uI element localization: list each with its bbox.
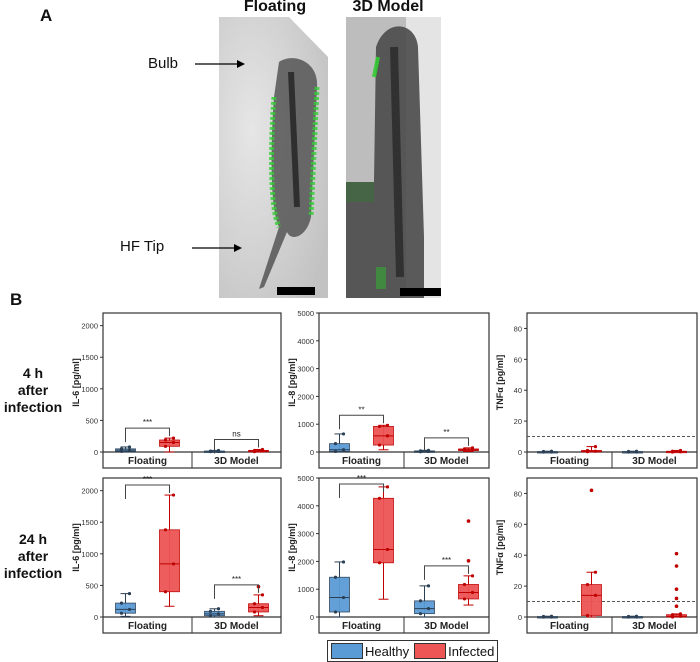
row-label-line: infection (3, 399, 63, 415)
svg-text:IL-6 [pg/ml]: IL-6 [pg/ml] (71, 358, 81, 407)
svg-text:0: 0 (518, 448, 522, 457)
svg-text:***: *** (143, 418, 152, 427)
svg-text:0: 0 (310, 448, 314, 457)
svg-text:**: ** (358, 405, 364, 414)
svg-text:5000: 5000 (297, 475, 314, 483)
legend-swatch-healthy (331, 643, 363, 659)
svg-text:3D Model: 3D Model (214, 621, 259, 632)
chart-tnfa-4h: 0 20 40 60 80 TNFα [pg/ml] Floating 3D Model (495, 312, 698, 469)
svg-text:Floating: Floating (550, 621, 589, 632)
row-label-line: after (17, 548, 49, 564)
arrow-icon (192, 244, 242, 252)
row-label-line: infection (3, 565, 63, 581)
svg-text:IL-6 [pg/ml]: IL-6 [pg/ml] (71, 523, 81, 572)
legend-label-infected: Infected (448, 643, 495, 659)
svg-text:1000: 1000 (81, 550, 98, 559)
svg-text:2000: 2000 (297, 557, 314, 566)
chart-il6-4h: 0 500 1000 1500 2000 IL-6 [pg/ml] Floating 3D M… (71, 312, 282, 469)
svg-text:20: 20 (514, 417, 522, 426)
svg-text:3D Model: 3D Model (632, 621, 677, 632)
panel-a-letter: A (40, 6, 53, 25)
svg-text:500: 500 (85, 416, 98, 425)
svg-text:5000: 5000 (297, 310, 314, 318)
legend-label-healthy: Healthy (365, 643, 410, 659)
svg-text:80: 80 (514, 324, 522, 333)
svg-text:***: *** (232, 575, 241, 584)
svg-text:0: 0 (94, 448, 98, 457)
svg-text:***: *** (442, 556, 451, 565)
row-label-line: 24 h (18, 531, 47, 547)
svg-text:40: 40 (514, 551, 522, 560)
svg-text:3D Model: 3D Model (424, 456, 469, 467)
chart-il8-24h: 0 1000 2000 3000 4000 5000 IL-8 [pg/ml] Floatin… (287, 475, 490, 634)
svg-text:Floating: Floating (128, 456, 167, 467)
arrow-icon (195, 60, 245, 68)
image-title-3d-model: 3D Model (352, 0, 424, 15)
svg-text:0: 0 (310, 613, 314, 622)
svg-text:Floating: Floating (342, 456, 381, 467)
svg-text:80: 80 (514, 489, 522, 498)
svg-text:Floating: Floating (342, 621, 381, 632)
svg-text:TNFα [pg/ml]: TNFα [pg/ml] (495, 355, 505, 411)
svg-text:3000: 3000 (297, 530, 314, 539)
chart-il6-24h: 0 500 1000 1500 2000 IL-6 [pg/ml] Floating 3D M… (71, 475, 282, 634)
svg-text:Floating: Floating (550, 456, 589, 467)
svg-text:***: *** (357, 475, 366, 483)
row-label-line: 4 h (22, 365, 44, 381)
svg-text:500: 500 (85, 581, 98, 590)
svg-text:TNFα [pg/ml]: TNFα [pg/ml] (495, 520, 505, 576)
annotation-bulb-label: Bulb (148, 55, 179, 72)
svg-text:1000: 1000 (81, 385, 98, 394)
image-title-floating: Floating (243, 0, 307, 15)
svg-text:20: 20 (514, 582, 522, 591)
svg-text:Floating: Floating (128, 621, 167, 632)
chart-tnfa-24h: 0 20 40 60 80 TNFα [pg/ml] Floating 3D Model (495, 477, 698, 634)
svg-text:60: 60 (514, 520, 522, 529)
svg-text:**: ** (443, 428, 449, 437)
row-label-4h: 4 h after infection (0, 365, 66, 416)
svg-text:4000: 4000 (297, 502, 314, 511)
svg-text:ns: ns (232, 429, 240, 438)
chart-il8-4h: 0 1000 2000 3000 4000 5000 IL-8 [pg/ml] Floatin… (287, 310, 490, 469)
svg-text:1000: 1000 (297, 420, 314, 429)
svg-text:40: 40 (514, 386, 522, 395)
svg-text:***: *** (143, 475, 152, 484)
svg-text:3000: 3000 (297, 365, 314, 374)
legend-swatch-infected (414, 643, 447, 659)
svg-text:IL-8 [pg/ml]: IL-8 [pg/ml] (287, 523, 297, 572)
row-label-line: after (17, 382, 49, 398)
svg-text:2000: 2000 (81, 322, 98, 331)
svg-text:1000: 1000 (297, 585, 314, 594)
svg-text:0: 0 (518, 613, 522, 622)
panel-b-letter: B (10, 290, 23, 309)
svg-text:60: 60 (514, 355, 522, 364)
svg-text:2000: 2000 (297, 392, 314, 401)
svg-text:4000: 4000 (297, 337, 314, 346)
svg-text:2000: 2000 (81, 487, 98, 496)
svg-text:3D Model: 3D Model (424, 621, 469, 632)
svg-text:3D Model: 3D Model (214, 456, 259, 467)
annotation-hf-tip-label: HF Tip (120, 238, 165, 255)
svg-text:1500: 1500 (81, 353, 98, 362)
micrograph-3d-model (346, 17, 441, 298)
svg-text:3D Model: 3D Model (632, 456, 677, 467)
svg-text:1500: 1500 (81, 518, 98, 527)
svg-text:IL-8 [pg/ml]: IL-8 [pg/ml] (287, 358, 297, 407)
row-label-24h: 24 h after infection (0, 531, 66, 582)
svg-text:0: 0 (94, 613, 98, 622)
